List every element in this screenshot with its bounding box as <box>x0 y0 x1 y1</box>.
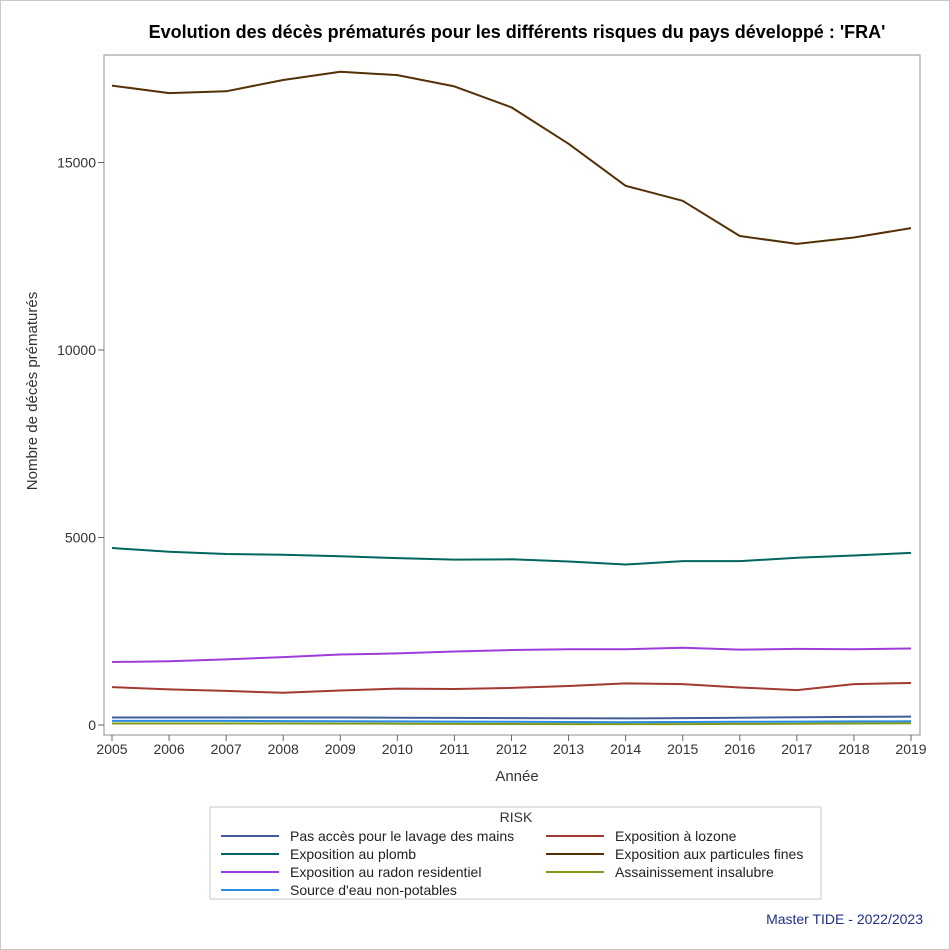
x-tick-label: 2007 <box>211 741 242 757</box>
legend-items: Pas accès pour le lavage des mains Exposi… <box>221 828 803 898</box>
x-tick-label: 2019 <box>895 741 926 757</box>
footnote: Master TIDE - 2022/2023 <box>766 911 923 927</box>
x-axis: 2005 2006 2007 2008 2009 2010 2011 2012 2013 2014… <box>96 735 927 757</box>
x-tick-label: 2016 <box>724 741 755 757</box>
legend-title: RISK <box>500 809 533 825</box>
x-tick-label: 2009 <box>325 741 356 757</box>
legend-box <box>209 806 822 900</box>
series-line-5 <box>111 646 912 663</box>
x-tick-label: 2010 <box>382 741 413 757</box>
y-tick-label: 15000 <box>57 155 96 171</box>
x-tick-label: 2018 <box>838 741 869 757</box>
x-tick-label: 2012 <box>496 741 527 757</box>
series-line-7 <box>112 719 912 724</box>
x-tick-label: 2017 <box>781 741 812 757</box>
legend-label-7: Source d'eau non-potables <box>290 882 457 898</box>
legend-label-6: Assainissement insalubre <box>615 864 774 880</box>
chart-title: Evolution des décès prématurés pour les … <box>149 22 886 42</box>
x-tick-label: 2011 <box>439 741 469 757</box>
series-lines <box>111 70 912 726</box>
legend-label-5: Exposition au radon residentiel <box>290 864 481 880</box>
x-tick-label: 2005 <box>96 741 127 757</box>
series-line-3 <box>111 547 912 566</box>
x-tick-label: 2006 <box>153 741 184 757</box>
legend-label-4: Exposition aux particules fines <box>615 846 803 862</box>
legend-label-1: Pas accès pour le lavage des mains <box>290 828 514 844</box>
y-tick-label: 0 <box>88 717 96 733</box>
plot-area <box>103 54 921 736</box>
legend: RISK Pas accès pour le lavage des mains E… <box>209 806 822 900</box>
series-line-1 <box>112 715 912 720</box>
series-line-6 <box>112 722 912 726</box>
x-tick-label: 2015 <box>667 741 698 757</box>
series-line-2 <box>111 682 912 694</box>
x-axis-label: Année <box>495 768 538 785</box>
y-axis-label: Nombre de décès prématurés <box>24 292 41 490</box>
y-axis: 0 5000 10000 15000 <box>57 155 104 733</box>
y-tick-label: 5000 <box>65 530 96 546</box>
legend-label-3: Exposition au plomb <box>290 846 416 862</box>
legend-label-2: Exposition à lozone <box>615 828 737 844</box>
y-tick-label: 10000 <box>57 342 96 358</box>
x-tick-label: 2014 <box>610 741 641 757</box>
x-tick-label: 2008 <box>268 741 299 757</box>
series-line-4 <box>111 70 912 245</box>
x-tick-label: 2013 <box>553 741 584 757</box>
